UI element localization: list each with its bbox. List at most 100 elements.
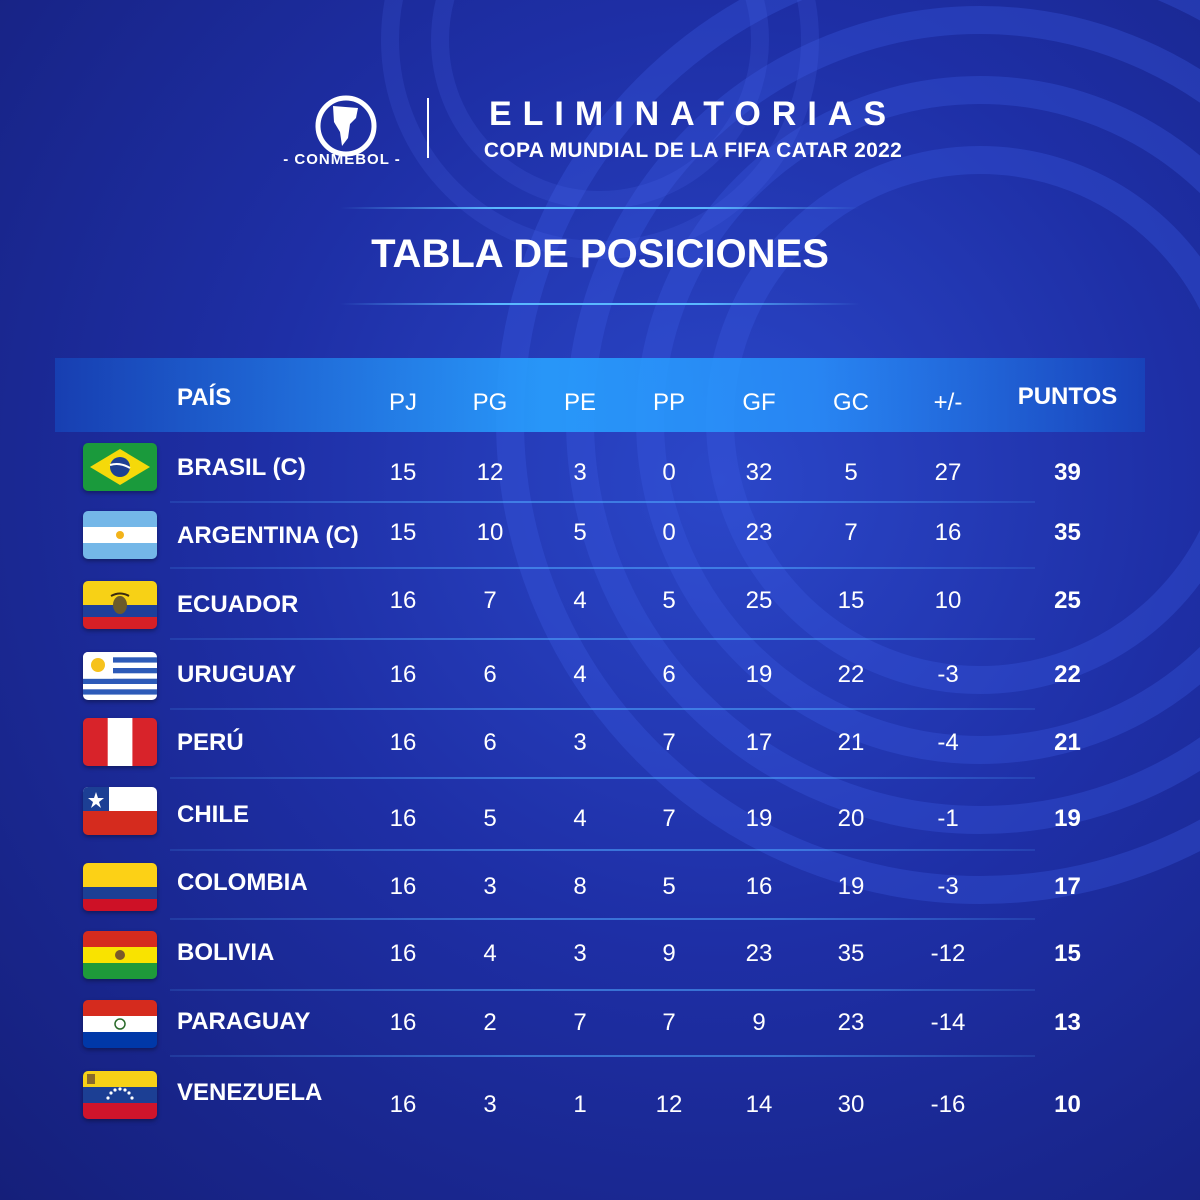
stat-pg: 3	[483, 873, 497, 900]
stat-gf: 19	[745, 805, 773, 832]
team-name: BOLIVIA	[177, 939, 275, 966]
column-header-diff: +/-	[933, 389, 963, 416]
row-divider	[170, 638, 1035, 640]
stat-pg: 4	[483, 940, 497, 967]
stat-pp: 0	[662, 459, 676, 486]
stat-gc: 19	[837, 873, 865, 900]
stat-gf: 25	[745, 587, 773, 614]
stat-pg: 10	[476, 519, 504, 546]
stat-points: 15	[1054, 940, 1081, 967]
paraguay-flag	[83, 1000, 157, 1048]
stat-pe: 3	[573, 459, 587, 486]
stat-pj: 16	[389, 1091, 417, 1118]
team-name: PARAGUAY	[177, 1008, 311, 1035]
stat-pg: 5	[483, 805, 497, 832]
stat-pp: 5	[662, 587, 676, 614]
stat-pp: 12	[655, 1091, 683, 1118]
column-header-gf: GF	[742, 389, 776, 416]
stat-points: 10	[1054, 1091, 1081, 1118]
stat-gf: 23	[745, 940, 773, 967]
stat-pg: 6	[483, 661, 497, 688]
stat-gc: 7	[844, 519, 858, 546]
stat-pj: 16	[389, 940, 417, 967]
team-name: VENEZUELA	[177, 1079, 323, 1106]
team-name: BRASIL (C)	[177, 454, 306, 481]
stat-points: 17	[1054, 873, 1081, 900]
stat-diff: 27	[934, 459, 962, 486]
stat-diff: -3	[937, 873, 959, 900]
stat-points: 13	[1054, 1009, 1081, 1036]
column-header-team: PAÍS	[177, 384, 232, 411]
conmebol-logo	[315, 95, 377, 157]
column-header-pg: PG	[472, 389, 508, 416]
argentina-flag	[83, 511, 157, 559]
stat-pe: 5	[573, 519, 587, 546]
uruguay-flag	[83, 652, 157, 700]
stat-pe: 4	[573, 805, 587, 832]
stat-gf: 16	[745, 873, 773, 900]
stat-pe: 3	[573, 940, 587, 967]
stat-points: 25	[1054, 587, 1081, 614]
stat-pg: 12	[476, 459, 504, 486]
stat-pj: 15	[389, 459, 417, 486]
stat-pe: 4	[573, 587, 587, 614]
title-bottom-line	[340, 303, 860, 305]
stat-pe: 3	[573, 729, 587, 756]
stat-points: 22	[1054, 661, 1081, 688]
stat-points: 21	[1054, 729, 1081, 756]
stat-gf: 32	[745, 459, 773, 486]
stat-pj: 16	[389, 1009, 417, 1036]
stat-pp: 7	[662, 729, 676, 756]
team-name: PERÚ	[177, 729, 244, 756]
team-name: COLOMBIA	[177, 869, 308, 896]
stat-pe: 8	[573, 873, 587, 900]
stat-pj: 16	[389, 729, 417, 756]
stat-gf: 23	[745, 519, 773, 546]
brazil-flag	[83, 443, 157, 491]
stat-gc: 15	[837, 587, 865, 614]
column-header-pj: PJ	[388, 389, 417, 416]
stat-points: 19	[1054, 805, 1081, 832]
peru-flag	[83, 718, 157, 766]
title-top-line	[340, 207, 860, 209]
page-title: TABLA DE POSICIONES	[371, 232, 829, 276]
stat-gc: 22	[837, 661, 865, 688]
stat-diff: -4	[937, 729, 959, 756]
team-name: URUGUAY	[177, 661, 297, 688]
stat-pj: 16	[389, 805, 417, 832]
stat-diff: 16	[934, 519, 962, 546]
stat-pp: 9	[662, 940, 676, 967]
colombia-flag	[83, 863, 157, 911]
row-divider	[170, 1055, 1035, 1057]
stat-diff: 10	[934, 587, 962, 614]
header-divider	[427, 98, 429, 158]
ecuador-flag	[83, 581, 157, 629]
stat-pp: 7	[662, 1009, 676, 1036]
stat-pe: 1	[573, 1091, 587, 1118]
bolivia-flag	[83, 931, 157, 979]
team-name: CHILE	[177, 801, 249, 828]
stat-diff: -3	[937, 661, 959, 688]
stat-pe: 7	[573, 1009, 587, 1036]
stat-pp: 6	[662, 661, 676, 688]
stat-gc: 35	[837, 940, 865, 967]
column-header-gc: GC	[833, 389, 869, 416]
row-divider	[170, 989, 1035, 991]
stat-gf: 19	[745, 661, 773, 688]
row-divider	[170, 708, 1035, 710]
header-subtitle: COPA MUNDIAL DE LA FIFA CATAR 2022	[483, 139, 903, 162]
stat-diff: -1	[937, 805, 959, 832]
stat-points: 39	[1054, 459, 1081, 486]
stat-points: 35	[1054, 519, 1081, 546]
table-header	[55, 358, 1145, 432]
row-divider	[170, 849, 1035, 851]
stat-gc: 5	[844, 459, 858, 486]
team-name: ECUADOR	[177, 591, 299, 618]
conmebol-wordmark: - CONMEBOL -	[283, 151, 401, 168]
stat-pg: 3	[483, 1091, 497, 1118]
header-title: ELIMINATORIAS	[488, 95, 898, 133]
stat-gc: 21	[837, 729, 865, 756]
stat-diff: -12	[930, 940, 966, 967]
stat-pj: 16	[389, 873, 417, 900]
